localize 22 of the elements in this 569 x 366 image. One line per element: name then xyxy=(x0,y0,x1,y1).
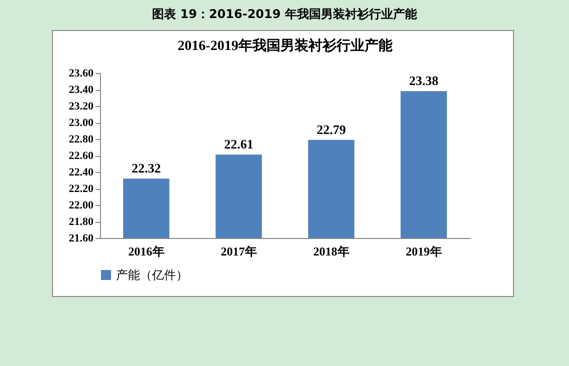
y-tick-label: 21.60 xyxy=(68,232,94,244)
x-tick-label: 2019年 xyxy=(406,244,442,258)
y-tick-label: 23.20 xyxy=(68,100,94,112)
y-tick-label: 23.60 xyxy=(68,68,94,80)
legend-label: 产能（亿件） xyxy=(116,268,188,282)
y-tick-label: 22.60 xyxy=(68,150,94,162)
y-tick-label: 22.80 xyxy=(68,134,94,146)
y-tick-label: 22.40 xyxy=(68,166,94,178)
y-tick-label: 21.80 xyxy=(68,216,94,228)
data-label: 22.79 xyxy=(316,122,346,137)
data-label: 22.61 xyxy=(224,136,254,152)
x-tick-label: 2016年 xyxy=(128,244,164,258)
y-tick-label: 22.20 xyxy=(68,183,94,195)
y-tick-label: 22.00 xyxy=(68,200,94,212)
y-tick-label: 23.00 xyxy=(68,117,94,129)
data-label: 22.32 xyxy=(132,160,161,176)
chart-subtitle: 2016-2019年我国男装衬衫行业产能 xyxy=(178,37,394,54)
x-tick-label: 2017年 xyxy=(220,244,257,258)
chart-title: 图表 19：2016-2019 年我国男装衬衫行业产能 xyxy=(151,6,418,23)
y-tick-label: 23.40 xyxy=(68,84,94,96)
x-tick-label: 2018年 xyxy=(313,244,350,258)
data-label: 23.38 xyxy=(409,73,439,88)
